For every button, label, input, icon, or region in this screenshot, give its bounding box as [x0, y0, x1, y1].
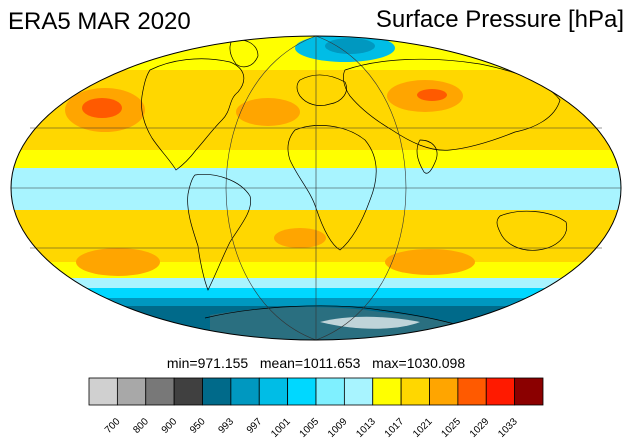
colorbar-tick-label: 900: [160, 416, 180, 436]
colorbar-swatch: [287, 377, 317, 406]
max-value: 1030.098: [406, 355, 466, 371]
colorbar-tick-label: 1029: [468, 416, 492, 440]
colorbar-tick-label: 950: [188, 416, 208, 436]
siberian-high-core: [417, 89, 447, 101]
colorbar-swatch: [343, 377, 374, 406]
colorbar-tick-label: 1025: [439, 416, 463, 440]
min-value: 971.155: [197, 355, 249, 371]
colorbar-swatch: [202, 377, 232, 406]
graticule: [11, 35, 621, 341]
colorbar-tick-label: 1021: [411, 416, 435, 440]
stats-line: min=971.155 mean=1011.653 max=1030.098: [0, 355, 632, 371]
colorbar-swatch: [400, 377, 430, 406]
greenland-outline: [229, 39, 259, 68]
map-border: [10, 35, 622, 341]
colorbar-tick-label: 1005: [298, 416, 322, 440]
antarctica-highland: [320, 316, 420, 329]
europe-outline: [296, 74, 347, 106]
india-outline: [416, 139, 438, 174]
colorbar-swatch: [116, 377, 147, 406]
north-america-outline: [141, 58, 245, 171]
colorbar-swatch: [457, 377, 487, 406]
mean-label: mean=: [259, 355, 304, 371]
variable-title: Surface Pressure [hPa]: [375, 6, 624, 33]
colorbar-swatch: [514, 377, 544, 406]
pacific-high-n-core: [82, 98, 122, 118]
pacific-high-s: [76, 248, 160, 276]
colorbar-swatch: [315, 377, 345, 406]
atlantic-high-s: [274, 228, 326, 248]
mean-value: 1011.653: [303, 355, 361, 371]
arctic-low-core: [325, 38, 375, 54]
south-america-outline: [187, 174, 252, 291]
world-map: [10, 35, 622, 341]
colorbar-tick-label: 997: [245, 416, 265, 436]
antarctica-outline: [204, 305, 476, 331]
colorbar-tick-label: 1009: [326, 416, 350, 440]
indian-high-s: [385, 249, 475, 275]
colorbar-swatch: [88, 377, 118, 406]
colorbar-tick-label: 800: [131, 416, 151, 436]
colorbar-swatch: [429, 377, 459, 406]
asia-outline: [343, 58, 561, 151]
colorbar-tick-label: 700: [103, 416, 123, 436]
max-label: max=: [372, 355, 407, 371]
colorbar-swatch: [145, 377, 175, 406]
colorbar-swatch: [372, 377, 402, 406]
colorbar-swatch: [258, 377, 289, 406]
map-title: ERA5 MAR 2020: [8, 8, 191, 35]
colorbar-swatch: [485, 377, 516, 406]
colorbar-tick-label: 1013: [354, 416, 378, 440]
colorbar-tick-label: 993: [216, 416, 236, 436]
colorbar-tick-label: 1033: [496, 416, 520, 440]
colorbar-tick-label: 1017: [383, 416, 407, 440]
atlantic-high-n: [236, 98, 300, 126]
africa-outline: [287, 125, 377, 251]
min-label: min=: [166, 355, 198, 371]
colorbar-tick-label: 1001: [269, 416, 293, 440]
australia-outline: [496, 210, 568, 251]
colorbar-swatch: [230, 377, 260, 406]
colorbar-swatch: [173, 377, 203, 406]
